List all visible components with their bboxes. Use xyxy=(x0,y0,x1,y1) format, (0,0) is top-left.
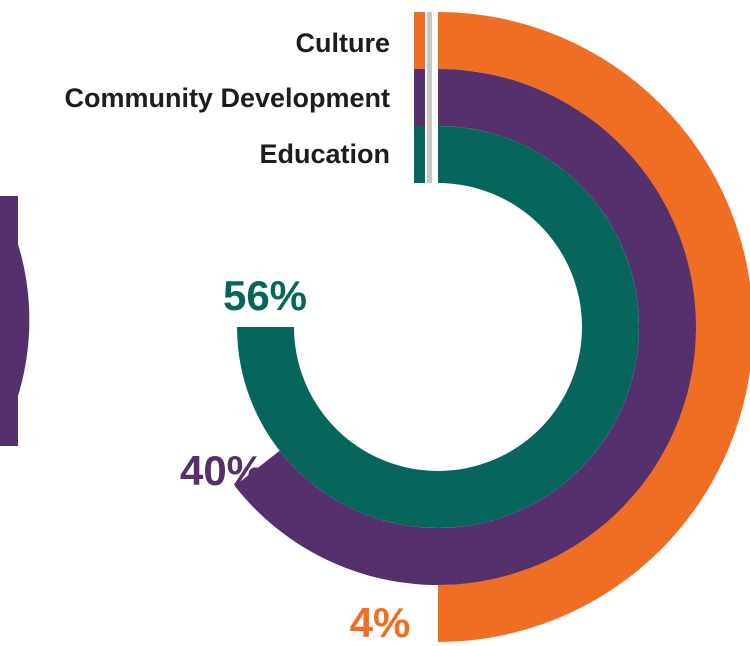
value-label-community-development: 40% xyxy=(180,447,264,494)
value-labels: 56% 40% 4% xyxy=(180,272,410,646)
ring-gap-marker-1 xyxy=(427,69,432,126)
value-label-culture: 4% xyxy=(350,599,411,646)
rings xyxy=(234,12,750,642)
ring-start-marker-1 xyxy=(414,69,425,126)
value-label-education: 56% xyxy=(223,272,307,319)
category-labels: Culture Community Development Education xyxy=(64,28,390,169)
category-label-culture: Culture xyxy=(296,28,391,58)
category-label-education: Education xyxy=(259,139,390,169)
ring-start-marker-2 xyxy=(414,126,425,183)
ring-gap-marker-0 xyxy=(427,12,432,69)
cropped-left-arc-fill xyxy=(0,196,18,446)
ring-start-marker-0 xyxy=(414,12,425,69)
ring-arc-culture xyxy=(438,12,750,642)
ring-gap-marker-2 xyxy=(427,126,432,183)
ring-arc-education xyxy=(237,126,639,528)
category-label-community-development: Community Development xyxy=(64,83,390,113)
